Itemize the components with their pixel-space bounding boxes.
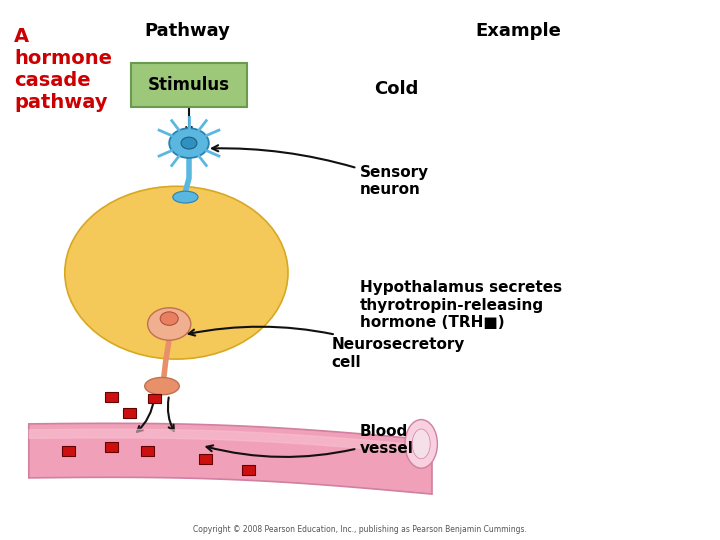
Ellipse shape xyxy=(173,191,198,203)
Text: A
hormone
casade
pathway: A hormone casade pathway xyxy=(14,27,112,112)
Bar xyxy=(141,446,154,456)
Text: Example: Example xyxy=(475,22,562,39)
Ellipse shape xyxy=(169,128,209,158)
Polygon shape xyxy=(29,423,432,494)
Text: Hypothalamus secretes
thyrotropin-releasing
hormone (TRH■): Hypothalamus secretes thyrotropin-releas… xyxy=(360,280,562,330)
Ellipse shape xyxy=(160,312,179,325)
Bar xyxy=(242,465,255,475)
Bar xyxy=(199,454,212,464)
Bar xyxy=(148,394,161,403)
Bar xyxy=(62,446,75,456)
Ellipse shape xyxy=(148,308,191,340)
Text: Stimulus: Stimulus xyxy=(148,76,230,94)
Text: Cold: Cold xyxy=(374,80,419,98)
Bar xyxy=(123,408,136,418)
Text: Copyright © 2008 Pearson Education, Inc., publishing as Pearson Benjamin Cumming: Copyright © 2008 Pearson Education, Inc.… xyxy=(193,524,527,534)
Text: Neurosecretory
cell: Neurosecretory cell xyxy=(189,327,464,370)
Bar xyxy=(105,442,118,452)
Text: Pathway: Pathway xyxy=(144,22,230,39)
Ellipse shape xyxy=(145,377,179,395)
Ellipse shape xyxy=(65,186,288,359)
Text: Blood
vessel: Blood vessel xyxy=(207,424,414,457)
Ellipse shape xyxy=(181,137,197,149)
Ellipse shape xyxy=(405,420,438,468)
Bar xyxy=(105,392,118,402)
Ellipse shape xyxy=(412,429,431,459)
FancyBboxPatch shape xyxy=(131,63,247,107)
Text: Sensory
neuron: Sensory neuron xyxy=(212,145,429,197)
